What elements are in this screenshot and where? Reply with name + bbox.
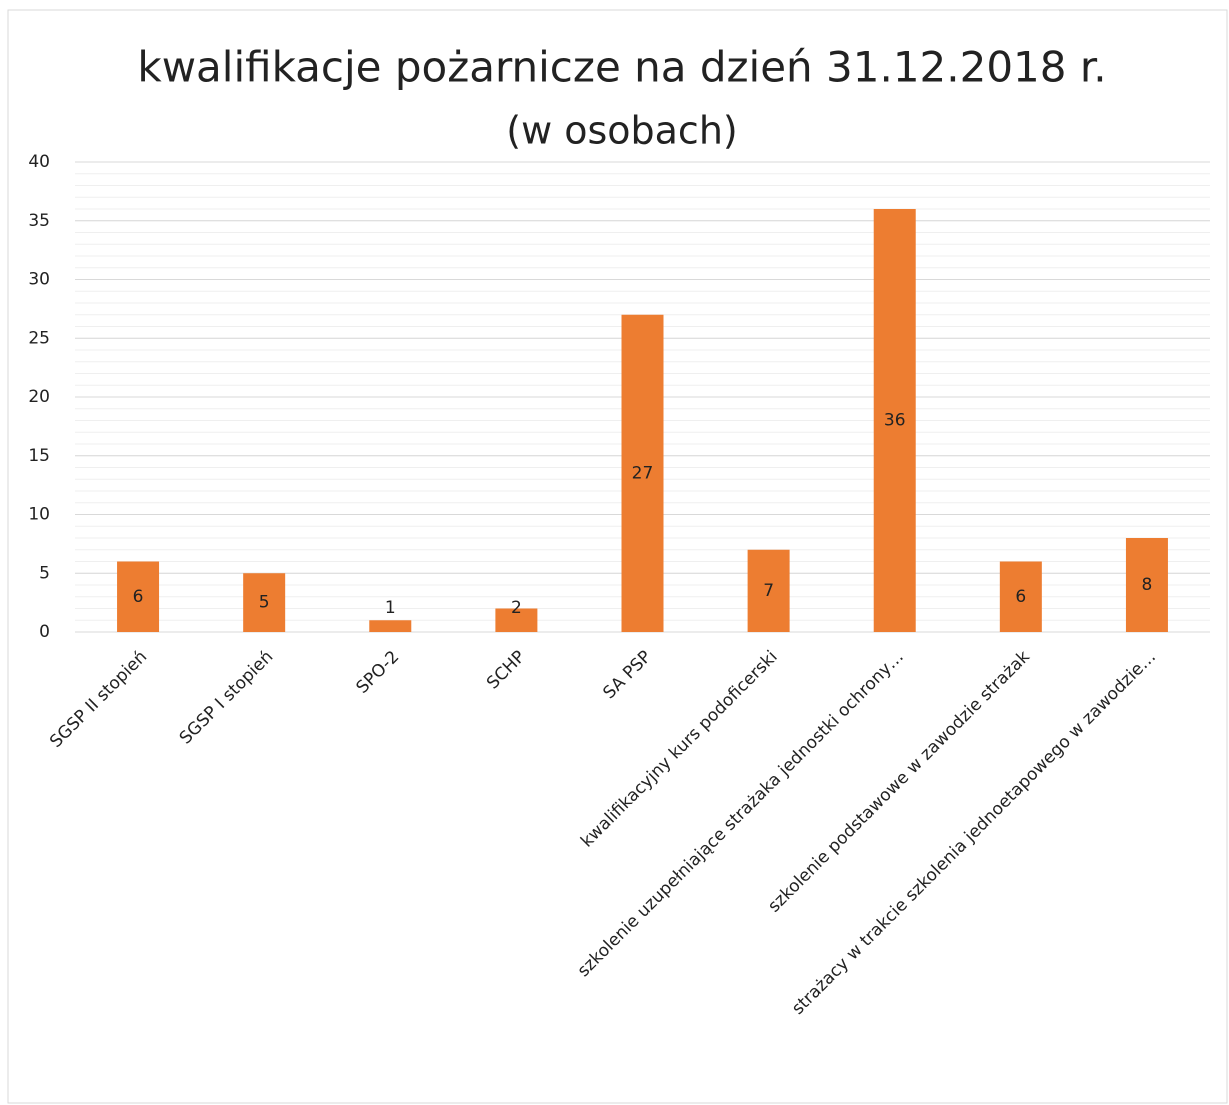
y-tick-label: 10: [28, 505, 50, 525]
chart-title: kwalifikacje pożarnicze na dzień 31.12.2…: [137, 43, 1106, 92]
y-tick-label: 15: [28, 446, 50, 466]
data-label: 27: [632, 463, 654, 483]
data-label: 7: [763, 581, 774, 601]
data-label: 6: [133, 587, 144, 607]
bar: [999, 561, 1042, 632]
bar: [747, 549, 790, 632]
bar: [369, 620, 412, 632]
bar: [1125, 538, 1168, 632]
bar: [117, 561, 160, 632]
bar: [495, 608, 538, 632]
data-label: 36: [884, 411, 906, 431]
data-label: 2: [511, 598, 522, 618]
y-tick-label: 0: [39, 622, 50, 642]
bar: [873, 209, 916, 632]
data-label: 6: [1015, 587, 1026, 607]
y-tick-label: 35: [28, 211, 50, 231]
y-tick-label: 5: [39, 563, 50, 583]
y-tick-label: 20: [28, 387, 50, 407]
y-tick-label: 40: [28, 152, 50, 172]
bar: [621, 314, 664, 632]
data-label: 1: [385, 598, 396, 618]
bar: [243, 573, 286, 632]
y-tick-label: 25: [28, 328, 50, 348]
chart-frame: [7, 9, 1228, 1104]
chart-subtitle: (w osobach): [506, 109, 738, 153]
data-label: 8: [1142, 575, 1153, 595]
data-label: 5: [259, 593, 270, 613]
y-tick-label: 30: [28, 270, 50, 290]
